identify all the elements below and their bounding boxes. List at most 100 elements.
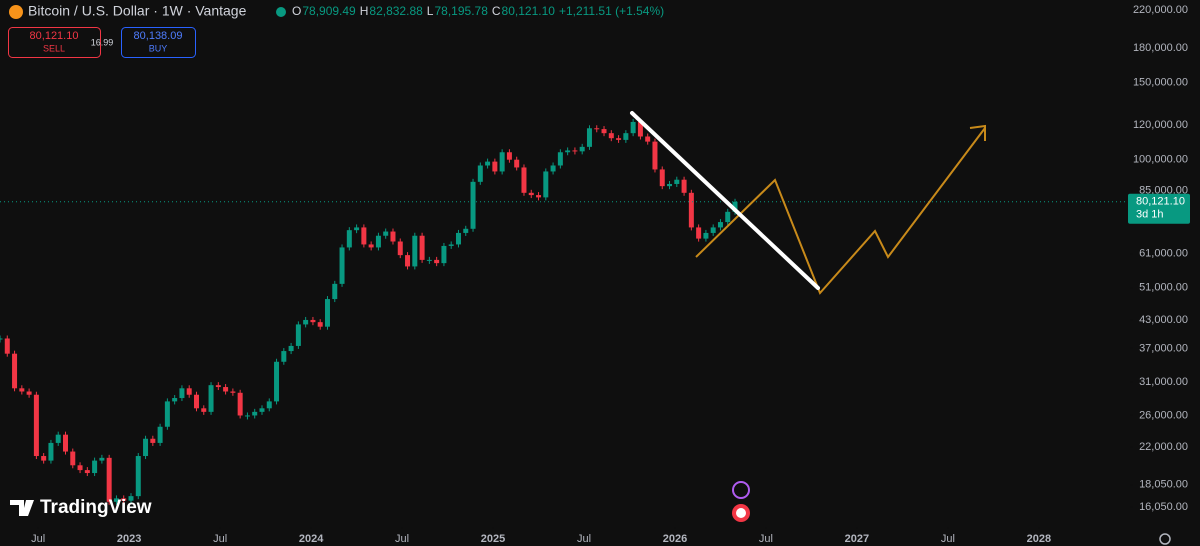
y-tick-label: 61,000.00	[1139, 247, 1188, 259]
market-status-icon	[276, 7, 286, 17]
candle-body	[681, 179, 687, 193]
candle-body	[55, 434, 61, 443]
x-tick-label: Jul	[941, 533, 955, 545]
y-tick-label: 31,000.00	[1139, 376, 1188, 388]
candle-body	[477, 165, 483, 182]
ohlc-value: 82,832.88	[369, 4, 423, 18]
candle-body	[179, 388, 185, 399]
candle-body	[688, 192, 694, 228]
economic-event-flag	[736, 508, 746, 518]
candle-body	[725, 211, 731, 223]
candle-body	[121, 498, 127, 501]
candle-body	[470, 181, 476, 229]
x-tick-label: 2023	[117, 533, 141, 545]
x-tick-label: 2025	[481, 533, 505, 545]
candle-body	[637, 121, 643, 137]
candle-body	[70, 451, 76, 466]
candle-body	[565, 150, 571, 153]
candle-body	[667, 183, 673, 187]
spread: 16.99	[91, 37, 114, 47]
y-tick-label: 37,000.00	[1139, 342, 1188, 354]
candle-body	[485, 161, 491, 166]
candle-body	[405, 255, 411, 267]
ohlc-legend: O 78,909.49 H 82,832.88 L 78,195.78 C 80,121.10…	[292, 4, 664, 18]
x-tick-label: Jul	[213, 533, 227, 545]
plot-area	[0, 118, 1130, 505]
event-icon[interactable]	[732, 481, 750, 499]
candle-body	[579, 146, 585, 152]
sell-button[interactable]	[8, 27, 101, 58]
candle-body	[659, 169, 665, 187]
candle-body	[434, 259, 440, 264]
ohlc-value: 80,121.10	[502, 4, 556, 18]
candle-body	[732, 201, 738, 212]
ohlc-key: L	[427, 4, 434, 18]
candle-body	[572, 150, 578, 152]
x-tick-label: 2026	[663, 533, 687, 545]
y-tick-label: 180,000.00	[1133, 42, 1188, 54]
candle-body	[514, 159, 520, 168]
candle-body	[361, 227, 367, 245]
candle-body	[674, 179, 680, 184]
candle-body	[390, 231, 396, 242]
candle-body	[150, 438, 156, 443]
candle-body	[252, 411, 258, 416]
watermark: TradingView	[40, 497, 152, 518]
candle-body	[645, 136, 651, 142]
projection-arrowhead	[969, 124, 986, 141]
candle-body	[623, 133, 629, 140]
settings-icon[interactable]	[1159, 533, 1171, 545]
y-tick-label: 85,000.00	[1139, 184, 1188, 196]
last-price-label: 80,121.10	[1136, 196, 1185, 208]
candle-body	[288, 345, 294, 352]
candle-body	[172, 398, 178, 402]
candle-body	[616, 138, 622, 140]
candle-body	[332, 283, 338, 300]
candle-body	[244, 415, 250, 417]
x-tick-label: 2024	[299, 533, 324, 545]
y-tick-label: 18,050.00	[1139, 479, 1188, 491]
ohlc-key: C	[492, 4, 501, 18]
ohlc-key: H	[360, 4, 369, 18]
candle-body	[630, 121, 636, 134]
buy-button[interactable]	[121, 27, 196, 58]
trend-line	[630, 111, 820, 290]
candle-body	[594, 128, 600, 130]
last-price-tag	[1128, 193, 1190, 224]
sell-label: SELL	[43, 43, 65, 53]
y-tick-label: 22,000.00	[1139, 441, 1188, 453]
y-tick-label: 43,000.00	[1139, 314, 1188, 326]
candle-body	[26, 391, 32, 395]
candle-body	[354, 227, 360, 231]
candle-body	[281, 351, 287, 362]
time-axis: Jul 2023 Jul 2024 Jul 2025 Jul 2026 Jul 2027 Jul 20…	[31, 527, 1051, 545]
candle-body	[274, 361, 280, 402]
x-tick-label: Jul	[395, 533, 409, 545]
y-tick-label: 120,000.00	[1133, 119, 1188, 131]
candle-body	[346, 230, 352, 248]
candle-body	[19, 388, 25, 392]
candle-body	[77, 465, 83, 471]
change: +1,211.51 (+1.54%)	[559, 4, 664, 18]
projection-path	[695, 127, 986, 295]
candle-body	[419, 235, 425, 260]
candle-body	[412, 235, 418, 267]
candle-body	[492, 161, 498, 172]
candle-body	[208, 385, 214, 412]
candle-body	[717, 222, 723, 228]
candle-body	[528, 192, 534, 196]
candle-body	[215, 385, 221, 388]
countdown: 3d 1h	[1136, 209, 1164, 221]
candle-body	[106, 457, 112, 502]
candle-body	[652, 141, 658, 170]
candle-body	[186, 388, 192, 395]
candle-body	[237, 392, 243, 416]
candle-body	[506, 152, 512, 160]
candle-body	[201, 408, 207, 412]
ohlc-value: 78,909.49	[302, 4, 356, 18]
candle-body	[536, 195, 542, 198]
candle-body	[164, 401, 170, 427]
candle-body	[230, 391, 236, 393]
candle-body	[157, 426, 163, 443]
